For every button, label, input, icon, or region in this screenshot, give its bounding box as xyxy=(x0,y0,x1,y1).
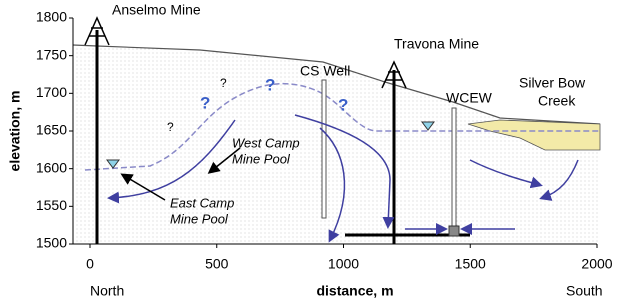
x-end-label: North xyxy=(90,283,124,299)
x-tick-label: 500 xyxy=(205,256,229,272)
question-mark: ? xyxy=(265,75,275,94)
x-tick-label: 1000 xyxy=(328,256,359,272)
y-tick-label: 1750 xyxy=(36,46,67,62)
y-tick-label: 1650 xyxy=(36,122,67,138)
x-axis-title: distance, m xyxy=(316,283,393,299)
y-tick-label: 1700 xyxy=(36,84,67,100)
question-mark: ? xyxy=(167,120,174,134)
y-tick-label: 1800 xyxy=(36,9,67,25)
annotation: Silver Bow xyxy=(519,75,586,91)
wcew-screen xyxy=(449,226,459,236)
annotation: WCEW xyxy=(446,90,493,106)
x-tick-label: 2000 xyxy=(581,256,612,272)
cs-well xyxy=(322,80,326,218)
y-tick-label: 1550 xyxy=(36,197,67,213)
annotation: West Camp xyxy=(232,135,300,150)
question-mark: ? xyxy=(220,76,227,90)
y-axis-title: elevation, m xyxy=(7,91,23,172)
annotation: Mine Pool xyxy=(170,211,229,226)
question-mark: ? xyxy=(338,95,348,114)
annotation: Anselmo Mine xyxy=(112,2,201,18)
x-tick-label: 1500 xyxy=(455,256,486,272)
wcew xyxy=(452,108,456,228)
annotation: Creek xyxy=(538,93,576,109)
annotation: Mine Pool xyxy=(232,151,291,166)
page: Anselmo Mine CS Well Travona Mine WCEW S… xyxy=(0,0,621,303)
question-mark: ? xyxy=(200,93,210,112)
x-end-label: South xyxy=(566,283,603,299)
annotation: Travona Mine xyxy=(394,36,479,52)
chart: Anselmo Mine CS Well Travona Mine WCEW S… xyxy=(0,0,621,303)
annotation: CS Well xyxy=(300,63,350,79)
y-tick-label: 1600 xyxy=(36,159,67,175)
y-tick-label: 1500 xyxy=(36,235,67,251)
annotation: East Camp xyxy=(170,195,234,210)
x-tick-label: 0 xyxy=(86,256,94,272)
